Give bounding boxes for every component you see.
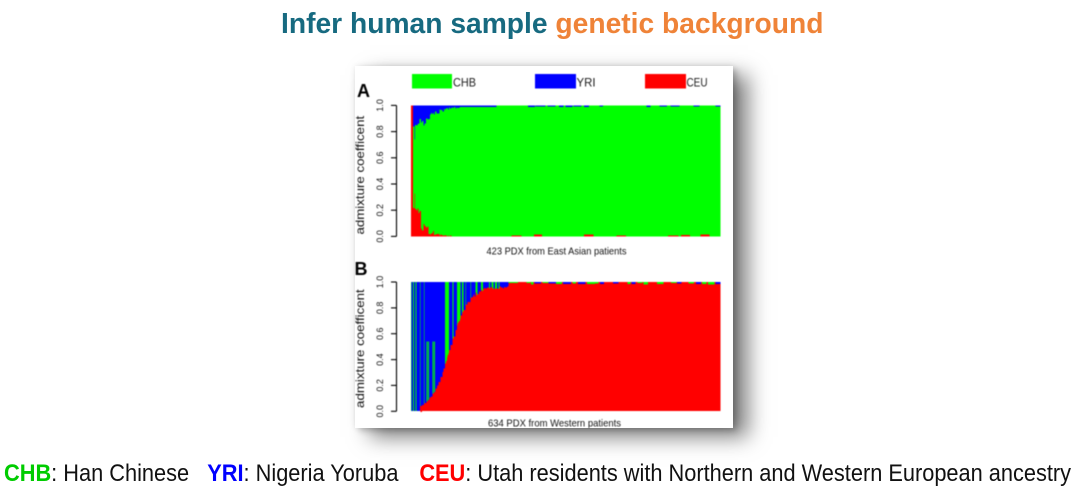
svg-text:0.2: 0.2 bbox=[375, 204, 386, 217]
svg-text:0.0: 0.0 bbox=[375, 405, 386, 418]
svg-text:B: B bbox=[355, 259, 368, 279]
svg-text:0.8: 0.8 bbox=[375, 302, 386, 315]
svg-text:0.6: 0.6 bbox=[375, 152, 386, 165]
svg-text:423 PDX from East Asian patien: 423 PDX from East Asian patients bbox=[487, 246, 627, 258]
svg-text:0.2: 0.2 bbox=[375, 379, 386, 392]
svg-text:0.6: 0.6 bbox=[375, 327, 386, 340]
svg-text:admixture coefficent: admixture coefficent bbox=[355, 115, 367, 234]
svg-text:0.4: 0.4 bbox=[375, 353, 386, 366]
svg-text:CEU: CEU bbox=[687, 76, 708, 90]
svg-text:admixture coefficent: admixture coefficent bbox=[355, 289, 367, 408]
svg-text:1.0: 1.0 bbox=[375, 99, 386, 112]
svg-text:CHB: CHB bbox=[453, 76, 476, 90]
svg-text:YRI: YRI bbox=[577, 76, 596, 90]
svg-text:1.0: 1.0 bbox=[375, 276, 386, 289]
svg-text:0.4: 0.4 bbox=[375, 178, 386, 191]
svg-text:0.0: 0.0 bbox=[375, 230, 386, 243]
svg-text:0.8: 0.8 bbox=[375, 125, 386, 138]
svg-text:A: A bbox=[357, 81, 370, 101]
svg-text:634 PDX from Western patients: 634 PDX from Western patients bbox=[488, 418, 621, 429]
